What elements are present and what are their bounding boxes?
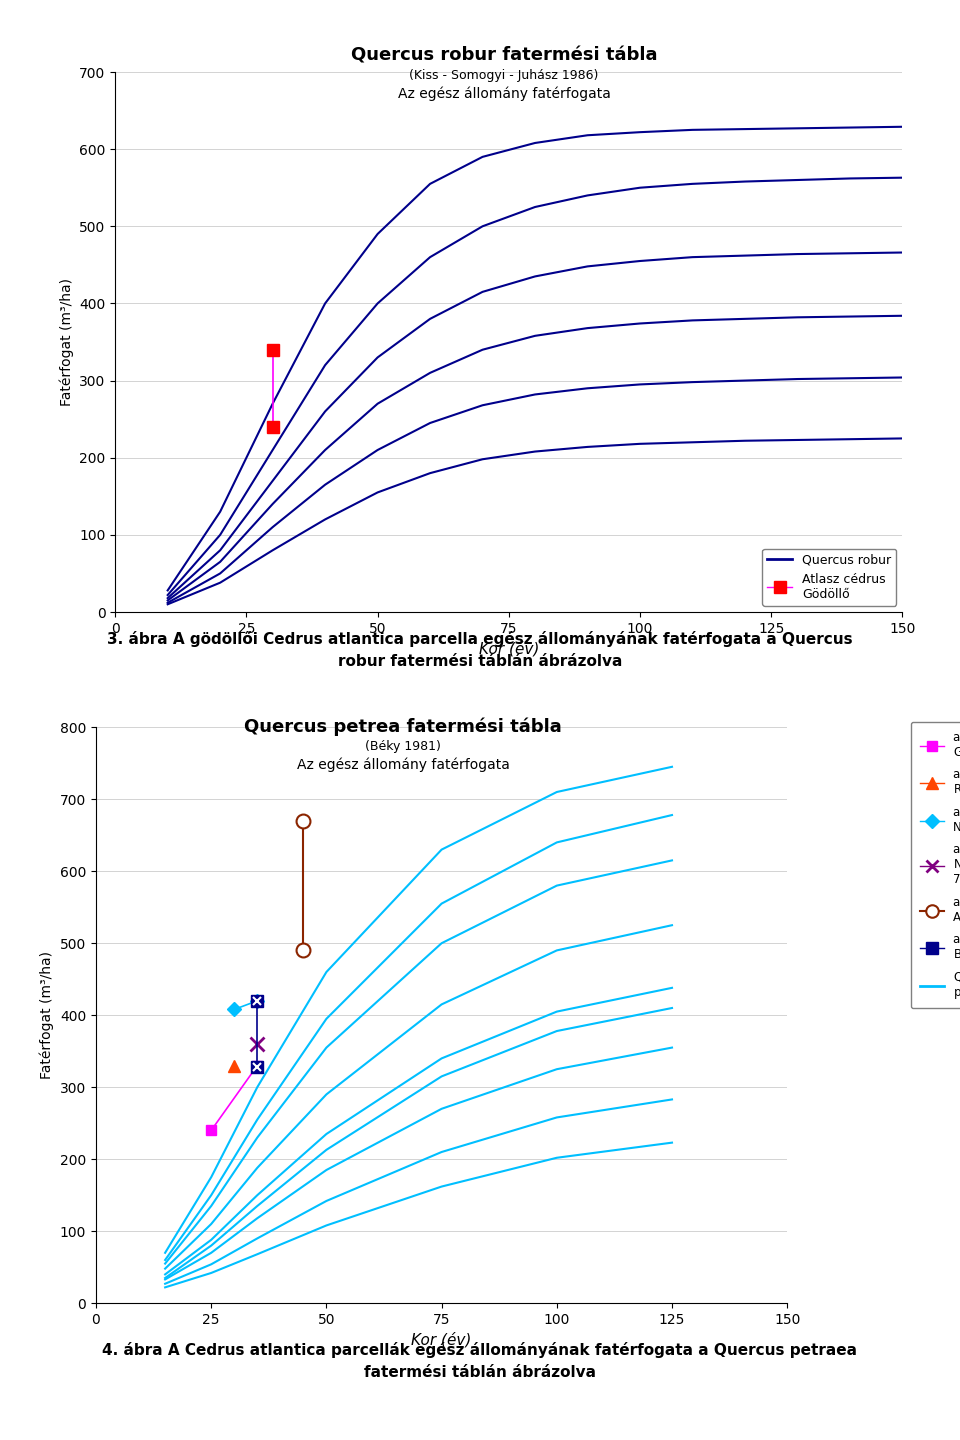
Y-axis label: Fatérfogat (m³/ha): Fatérfogat (m³/ha) bbox=[40, 952, 55, 1079]
Text: 3. ábra A gödöllői Cedrus atlantica parcella egész állományának fatérfogata a Qu: 3. ábra A gödöllői Cedrus atlantica parc… bbox=[108, 631, 852, 647]
Text: fatermési táblán ábrázolva: fatermési táblán ábrázolva bbox=[364, 1365, 596, 1380]
Legend: Quercus robur, Atlasz cédrus
Gödöllő: Quercus robur, Atlasz cédrus Gödöllő bbox=[762, 549, 896, 606]
Text: Quercus petrea fatermési tábla: Quercus petrea fatermési tábla bbox=[245, 717, 562, 736]
Text: Az egész állomány fatérfogata: Az egész állomány fatérfogata bbox=[297, 757, 510, 772]
Legend: atlasz cédrus
Gödöllő, atlasz cédrus
Rezi, atlasz cédrus
Neszmély 20, atlasz céd: atlasz cédrus Gödöllő, atlasz cédrus Rez… bbox=[911, 721, 960, 1008]
Text: Az egész állomány fatérfogata: Az egész állomány fatérfogata bbox=[397, 86, 611, 101]
Text: 4. ábra A Cedrus atlantica parcellák egész állományának fatérfogata a Quercus pe: 4. ábra A Cedrus atlantica parcellák egé… bbox=[103, 1342, 857, 1358]
Text: Quercus robur fatermési tábla: Quercus robur fatermési tábla bbox=[350, 46, 658, 63]
X-axis label: Kor (év): Kor (év) bbox=[412, 1332, 471, 1348]
X-axis label: Kor (év): Kor (év) bbox=[479, 641, 539, 657]
Text: (Kiss - Somogyi - Juhász 1986): (Kiss - Somogyi - Juhász 1986) bbox=[409, 69, 599, 82]
Text: robur fatermési táblán ábrázolva: robur fatermési táblán ábrázolva bbox=[338, 654, 622, 668]
Y-axis label: Fatérfogat (m³/ha): Fatérfogat (m³/ha) bbox=[60, 278, 74, 406]
Text: (Béky 1981): (Béky 1981) bbox=[365, 740, 442, 753]
